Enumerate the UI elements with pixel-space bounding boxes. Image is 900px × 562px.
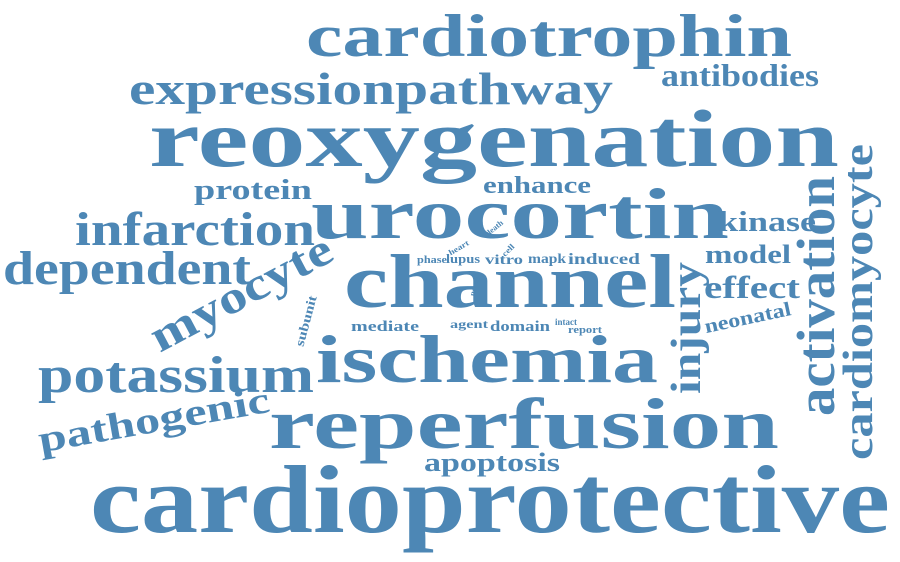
- word-urocortin: urocortin: [311, 174, 729, 254]
- word-intact: intact: [555, 317, 577, 327]
- word-antibodies: antibodies: [661, 57, 819, 93]
- word-effect: effect: [704, 269, 800, 305]
- word-cloud-words: cardioprotective reoxygenation reperfusi…: [3, 3, 890, 553]
- word-apoptosis: apoptosis: [424, 448, 560, 477]
- word-expressionpathway: expressionpathway: [129, 63, 613, 114]
- word-kinase: kinase: [718, 207, 816, 238]
- word-phase: phase: [417, 255, 448, 266]
- word-enhance: enhance: [483, 173, 591, 199]
- word-channel: channel: [344, 240, 676, 324]
- word-report: report: [568, 325, 603, 336]
- word-activation: activation: [786, 176, 846, 416]
- word-cardiomyocyte: cardiomyocyte: [836, 144, 882, 460]
- word-model: model: [705, 240, 791, 269]
- word-injury: injury: [664, 262, 710, 394]
- word-cardioprotective: cardioprotective: [90, 446, 890, 553]
- word-induced: induced: [568, 251, 640, 268]
- word-mapk: mapk: [528, 252, 566, 267]
- word-potassium: potassium: [38, 347, 314, 404]
- word-agent: agent: [450, 317, 488, 331]
- word-vitro: vitro: [485, 253, 523, 268]
- word-mediate: mediate: [351, 319, 419, 335]
- word-protein: protein: [194, 175, 313, 206]
- word-ischemia: ischemia: [316, 321, 658, 397]
- word-cardiotrophin: cardiotrophin: [306, 3, 792, 69]
- word-lupus: lupus: [446, 251, 480, 266]
- word-dependent: dependent: [3, 242, 251, 295]
- word-domain: domain: [490, 319, 551, 335]
- word-reperfusion: reperfusion: [269, 384, 779, 464]
- word-infarction: infarction: [75, 203, 315, 256]
- word-reoxygenation: reoxygenation: [149, 93, 839, 184]
